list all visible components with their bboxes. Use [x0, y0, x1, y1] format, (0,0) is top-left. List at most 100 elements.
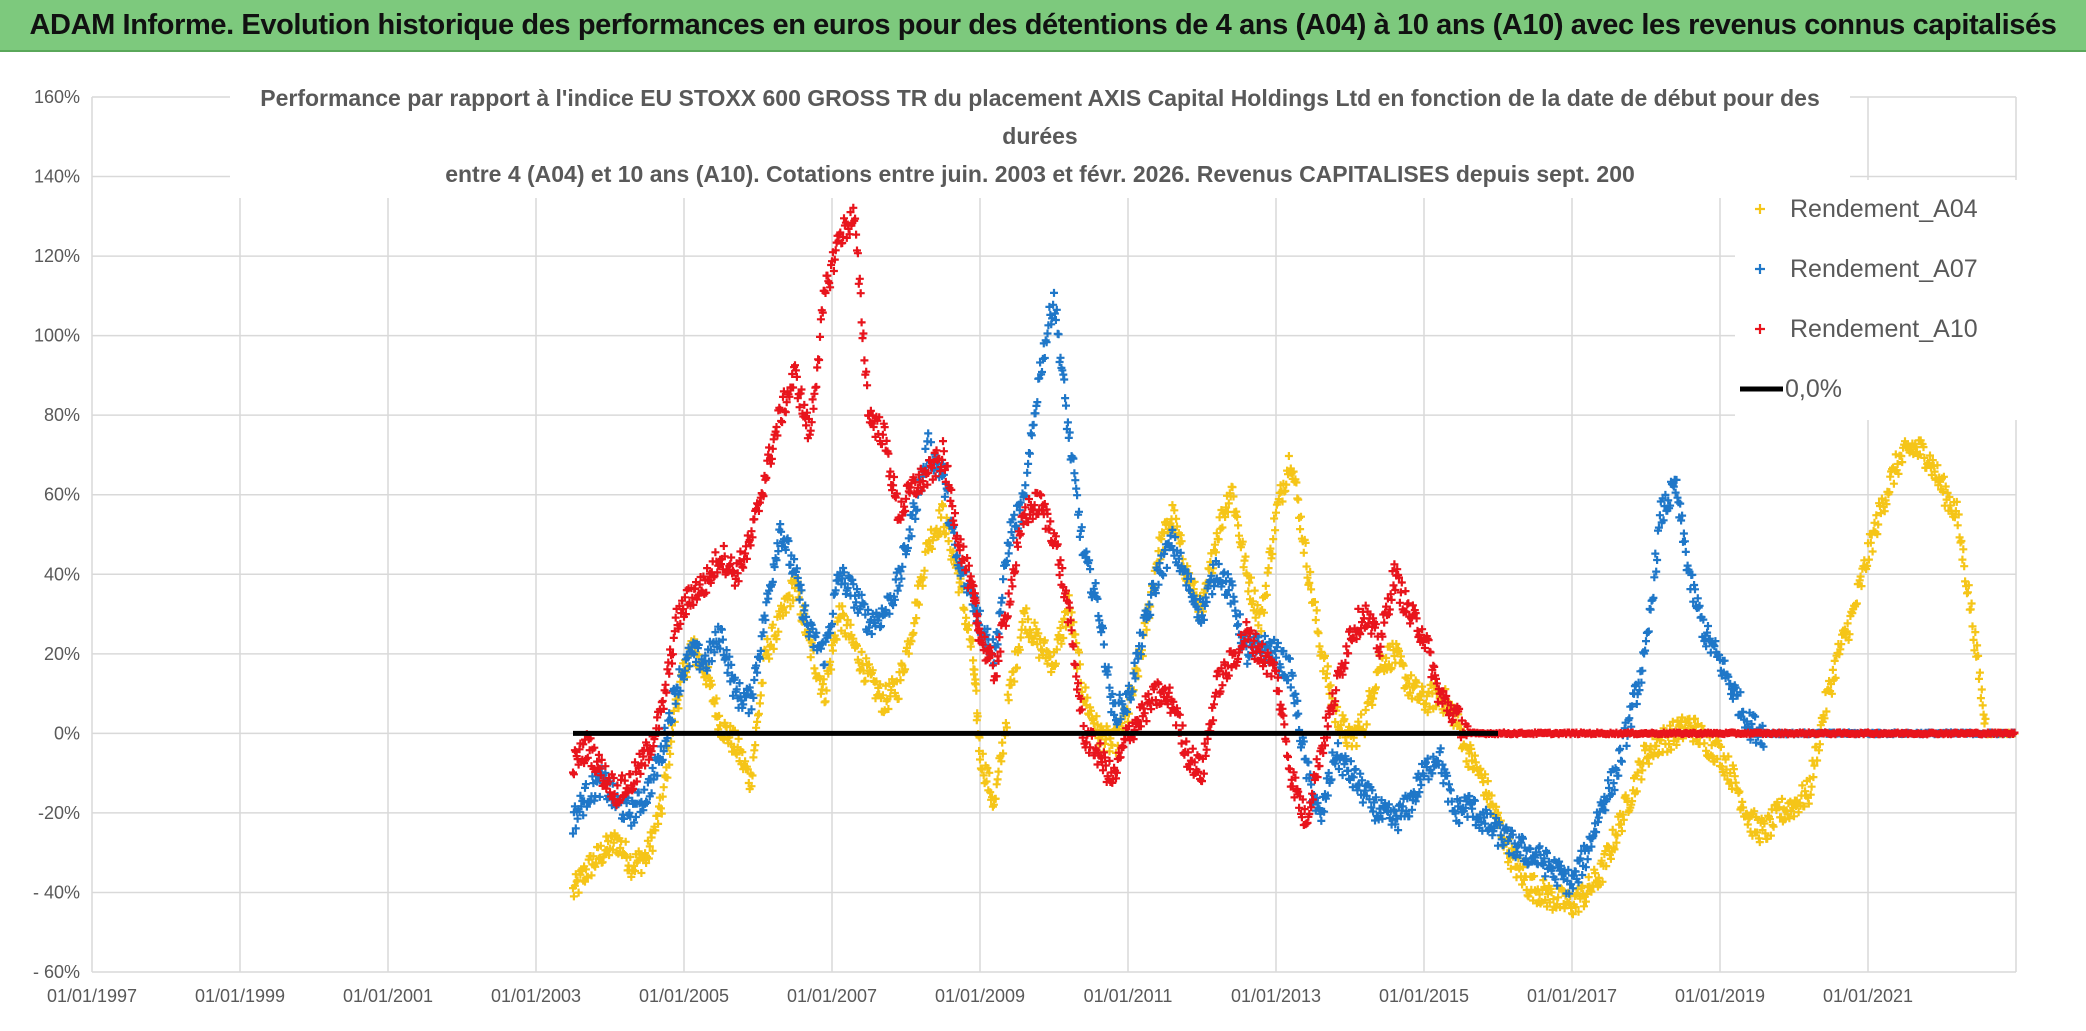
data-point [1129, 735, 1138, 744]
legend-swatch-A10 [1755, 324, 1765, 334]
data-point [1915, 450, 1924, 459]
data-point [1412, 678, 1421, 687]
data-point [695, 580, 704, 589]
data-point [993, 775, 1002, 784]
data-point [1342, 642, 1351, 651]
data-point [1033, 398, 1042, 407]
data-point [1342, 755, 1351, 764]
data-point [1199, 615, 1208, 624]
data-point [746, 541, 755, 550]
data-point [855, 274, 864, 283]
data-point [861, 610, 870, 619]
data-point [1050, 288, 1058, 297]
data-point [576, 791, 585, 800]
data-point [1423, 708, 1432, 717]
data-point [1147, 705, 1156, 714]
data-point [1827, 680, 1835, 688]
data-point [1357, 710, 1366, 719]
data-point [1224, 671, 1233, 680]
data-point [1597, 856, 1606, 865]
data-point [840, 579, 849, 588]
data-point [973, 612, 982, 621]
data-point [1428, 769, 1437, 778]
data-point [1034, 629, 1043, 638]
data-point [1278, 497, 1287, 506]
data-point [1294, 709, 1303, 718]
data-point [1233, 512, 1242, 521]
data-point [1568, 884, 1577, 893]
y-tick-label: 0% [54, 723, 80, 743]
data-point [838, 574, 847, 583]
data-point [1270, 658, 1279, 667]
data-point [901, 665, 910, 674]
data-point [1396, 588, 1405, 597]
data-point [1290, 793, 1299, 802]
data-point [1367, 803, 1376, 812]
data-point [795, 403, 804, 412]
data-point [1147, 590, 1156, 599]
data-point [1176, 548, 1185, 557]
data-point [1392, 640, 1401, 648]
data-point [890, 473, 898, 481]
data-point [1578, 871, 1587, 879]
data-point [1060, 375, 1069, 384]
data-point [1062, 586, 1070, 595]
data-point [1129, 669, 1138, 678]
data-point [1655, 511, 1664, 520]
data-point [666, 749, 675, 758]
data-point [1739, 803, 1748, 812]
data-point [1436, 744, 1445, 753]
data-point [1553, 881, 1562, 890]
data-point [1262, 669, 1271, 678]
data-point [725, 652, 734, 661]
data-point [914, 600, 923, 609]
data-point [1099, 640, 1108, 649]
data-point [1750, 807, 1759, 816]
data-point [978, 749, 987, 758]
data-point [813, 363, 822, 372]
data-point [1016, 633, 1025, 642]
data-point [1069, 642, 1078, 651]
data-point [613, 781, 622, 790]
data-point [1228, 581, 1237, 590]
data-point [726, 722, 735, 730]
data-point [822, 686, 831, 695]
data-point [1260, 608, 1268, 617]
data-point [1385, 605, 1394, 614]
data-point [1323, 662, 1332, 671]
data-point [1175, 710, 1184, 719]
data-point [1051, 659, 1060, 668]
data-point [818, 308, 827, 317]
data-point [852, 230, 861, 239]
data-point [1319, 749, 1328, 757]
data-point [861, 676, 870, 685]
data-point [1104, 663, 1113, 672]
data-point [1053, 540, 1062, 549]
y-tick-label: 60% [44, 485, 80, 505]
data-point [1424, 636, 1433, 645]
data-point [976, 755, 984, 764]
scatter-points [569, 203, 2019, 919]
data-point [1395, 598, 1404, 607]
data-point [1024, 518, 1033, 527]
data-point [609, 774, 618, 782]
data-point [1543, 902, 1551, 911]
data-point [1564, 865, 1573, 874]
data-point [1426, 648, 1435, 657]
data-point [621, 837, 630, 846]
data-point [1015, 645, 1024, 654]
data-point [1649, 593, 1658, 602]
data-point [748, 533, 757, 542]
data-point [816, 315, 825, 324]
data-point [759, 492, 768, 501]
data-point [782, 398, 791, 407]
data-point [1029, 420, 1038, 429]
data-point [1081, 683, 1090, 692]
data-point [1105, 756, 1114, 765]
data-point [587, 871, 596, 880]
data-point [1095, 616, 1104, 625]
data-point [644, 755, 653, 764]
data-point [1827, 689, 1836, 698]
data-point [910, 619, 919, 628]
data-point [750, 515, 759, 524]
